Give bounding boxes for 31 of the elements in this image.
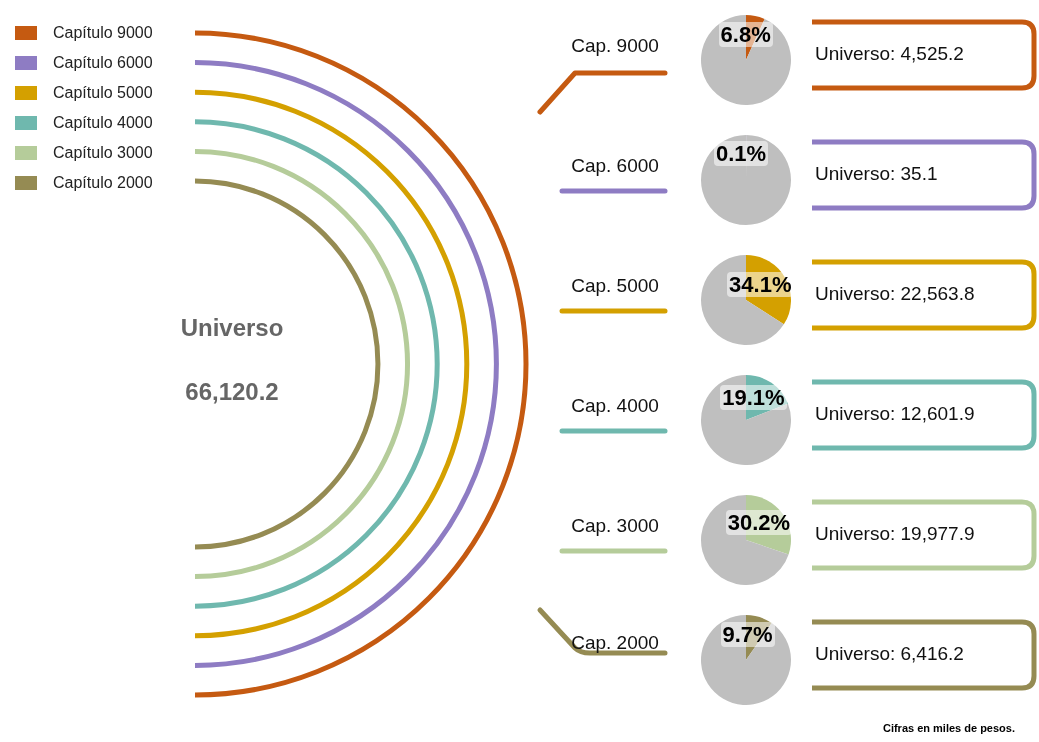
category-label: Capítulo 4000 <box>53 114 153 132</box>
text: 66,120.2 <box>184 378 280 406</box>
category-label: Capítulo 6000 <box>53 54 153 72</box>
text: Cap. 5000 <box>570 275 660 297</box>
pie-slice <box>701 375 791 465</box>
text: Cap. 9000 <box>570 35 660 57</box>
data-label: 9.7% <box>720 622 775 647</box>
text: Universo: 22,563.8 <box>815 283 975 305</box>
data-label: 6.8% <box>718 21 773 47</box>
text: Cap. 2000 <box>570 632 660 654</box>
data-label: 0.1% <box>713 141 769 166</box>
text: Universo: 6,416.2 <box>815 643 964 665</box>
text: Cap. 4000 <box>570 395 660 417</box>
text: Cap. 3000 <box>570 515 660 537</box>
pie-slice <box>701 495 789 585</box>
text: Cap. 6000 <box>570 155 660 177</box>
category-label: Capítulo 5000 <box>53 84 153 102</box>
text: Universo: 19,977.9 <box>815 523 975 545</box>
text: Universo <box>179 314 285 342</box>
data-label: 34.1% <box>727 272 794 298</box>
text: Cifras en miles de pesos. <box>882 722 1015 734</box>
text: Universo: 35.1 <box>815 163 938 185</box>
data-label: 30.2% <box>725 510 793 536</box>
text: Universo: 12,601.9 <box>815 403 975 425</box>
category-label: Capítulo 2000 <box>53 174 153 192</box>
pie-slice <box>701 15 791 105</box>
category-label: Capítulo 9000 <box>53 24 153 42</box>
category-label: Capítulo 3000 <box>53 144 153 162</box>
text: Universo: 4,525.2 <box>815 43 964 65</box>
pie-slice <box>701 615 791 705</box>
data-label: 19.1% <box>720 384 787 410</box>
